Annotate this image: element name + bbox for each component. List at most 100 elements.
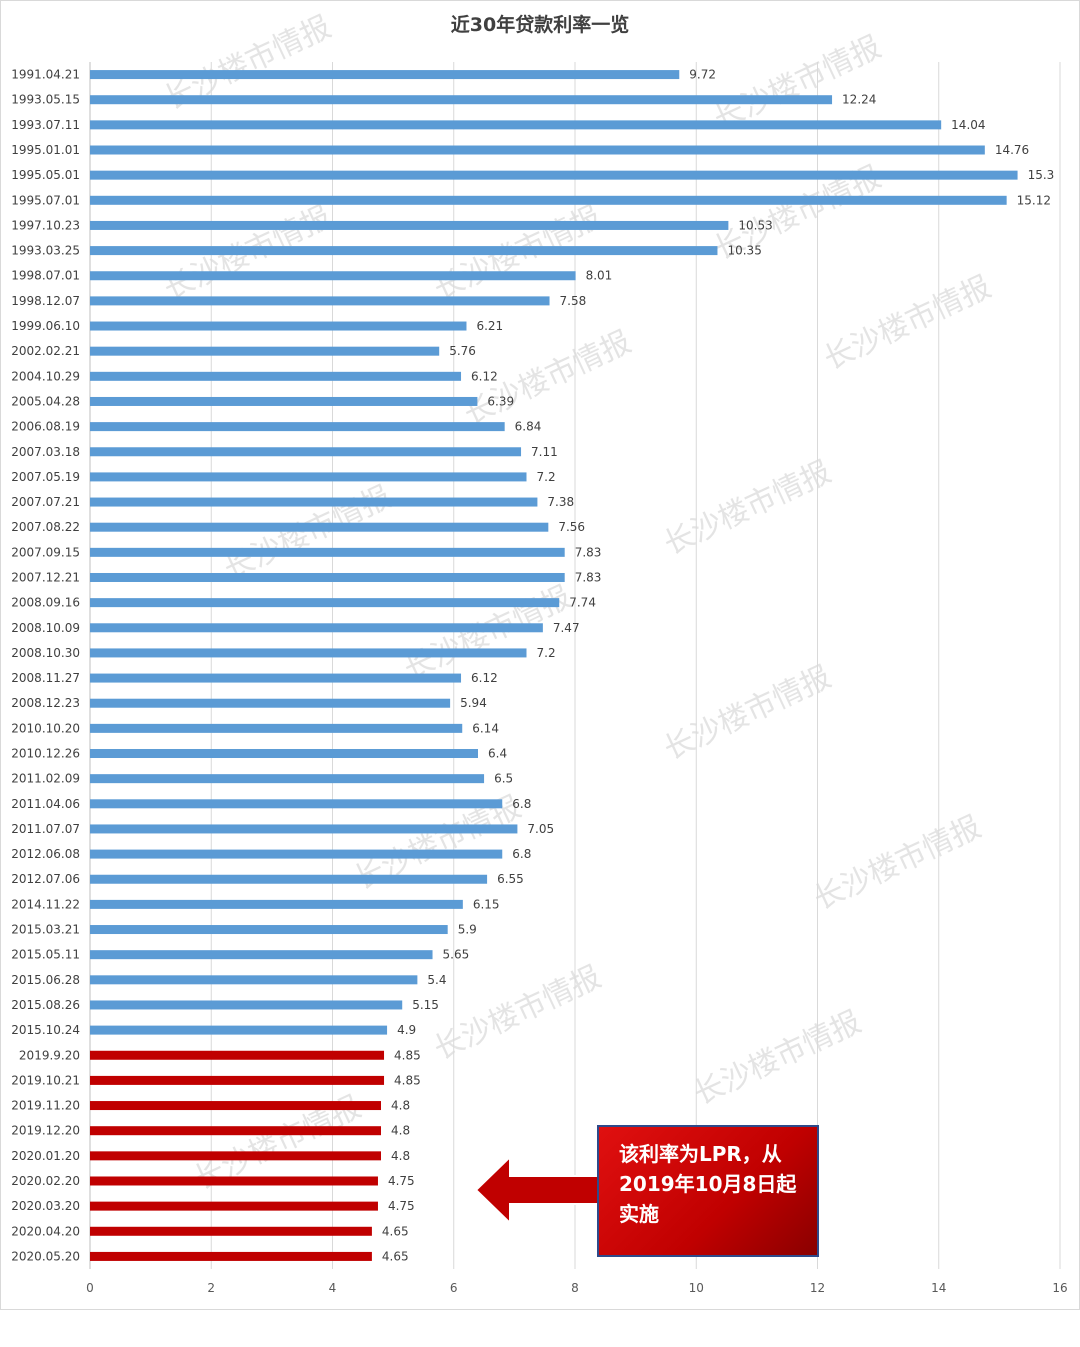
bar [90, 547, 565, 557]
bar [90, 598, 560, 608]
y-tick-label: 2012.07.06 [11, 872, 80, 886]
bar [90, 1101, 381, 1111]
data-label: 7.47 [553, 621, 580, 635]
y-tick-label: 2015.06.28 [11, 973, 80, 987]
x-tick-label: 0 [86, 1281, 94, 1295]
bar [90, 975, 418, 985]
bar [90, 849, 503, 859]
x-tick-label: 12 [810, 1281, 825, 1295]
data-label: 5.15 [412, 998, 439, 1012]
bar [90, 824, 518, 834]
y-tick-label: 2007.07.21 [11, 495, 80, 509]
data-label: 6.12 [471, 671, 498, 685]
y-tick-label: 2014.11.22 [11, 897, 80, 911]
bar [90, 1251, 372, 1261]
chart-title: 近30年贷款利率一览 [450, 14, 630, 36]
data-label: 6.15 [473, 897, 500, 911]
bar [90, 246, 718, 256]
y-tick-label: 2010.10.20 [11, 721, 80, 735]
x-tick-label: 16 [1052, 1281, 1067, 1295]
y-tick-label: 2011.04.06 [11, 797, 80, 811]
data-label: 4.65 [382, 1249, 409, 1263]
data-label: 4.8 [391, 1149, 410, 1163]
bar [90, 774, 485, 784]
bar [90, 572, 565, 582]
data-label: 5.76 [449, 344, 476, 358]
y-tick-label: 2020.05.20 [11, 1249, 80, 1263]
y-tick-label: 2007.03.18 [11, 445, 80, 459]
data-label: 14.04 [951, 118, 985, 132]
watermark-text: 长沙楼市情报 [819, 269, 997, 377]
bar [90, 799, 503, 809]
data-label: 6.39 [487, 394, 514, 408]
data-label: 6.21 [476, 319, 503, 333]
y-tick-label: 2015.05.11 [11, 948, 80, 962]
data-label: 5.65 [443, 948, 470, 962]
data-label: 7.05 [527, 822, 554, 836]
bar [90, 723, 463, 733]
y-tick-label: 2008.11.27 [11, 671, 80, 685]
y-tick-label: 1998.12.07 [11, 294, 80, 308]
bar [90, 1025, 388, 1035]
watermark-text: 长沙楼市情报 [689, 1004, 867, 1112]
data-label: 7.2 [537, 470, 556, 484]
bar [90, 170, 1018, 180]
bar [90, 1201, 378, 1211]
data-label: 6.8 [512, 847, 531, 861]
y-tick-label: 1993.05.15 [11, 93, 80, 107]
data-label: 10.53 [738, 218, 772, 232]
bar [90, 1126, 381, 1136]
bar [90, 648, 527, 658]
data-label: 15.12 [1017, 193, 1051, 207]
y-tick-label: 2019.9.20 [19, 1048, 80, 1062]
bar [90, 271, 576, 281]
data-label: 6.4 [488, 747, 507, 761]
x-tick-label: 6 [450, 1281, 458, 1295]
bar [90, 195, 1007, 205]
bar [90, 698, 451, 708]
bar [90, 497, 538, 507]
y-tick-label: 2019.10.21 [11, 1073, 80, 1087]
data-label: 7.74 [569, 596, 596, 610]
y-tick-label: 2019.12.20 [11, 1124, 80, 1138]
y-tick-label: 2015.10.24 [11, 1023, 80, 1037]
bar [90, 422, 505, 432]
y-tick-label: 2011.07.07 [11, 822, 80, 836]
y-tick-label: 1995.01.01 [11, 143, 80, 157]
bar [90, 749, 478, 759]
watermark-text: 长沙楼市情报 [659, 454, 837, 562]
y-tick-label: 2015.03.21 [11, 923, 80, 937]
data-label: 14.76 [995, 143, 1029, 157]
data-label: 7.58 [560, 294, 587, 308]
y-tick-label: 1993.07.11 [11, 118, 80, 132]
y-tick-label: 2020.03.20 [11, 1199, 80, 1213]
bar [90, 1151, 381, 1161]
x-tick-label: 8 [571, 1281, 579, 1295]
bar [90, 145, 985, 155]
data-label: 6.55 [497, 872, 524, 886]
y-tick-label: 1995.05.01 [11, 168, 80, 182]
y-tick-label: 2008.09.16 [11, 596, 80, 610]
x-tick-label: 10 [689, 1281, 704, 1295]
data-label: 8.01 [586, 269, 613, 283]
bar [90, 220, 729, 230]
y-tick-label: 2006.08.19 [11, 420, 80, 434]
y-tick-label: 1995.07.01 [11, 193, 80, 207]
bar [90, 950, 433, 960]
bar [90, 925, 448, 935]
data-label: 10.35 [727, 244, 761, 258]
bar [90, 296, 550, 306]
data-label: 9.72 [689, 68, 716, 82]
y-tick-label: 2008.10.09 [11, 621, 80, 635]
y-tick-label: 2007.12.21 [11, 570, 80, 584]
y-tick-label: 2007.08.22 [11, 520, 80, 534]
y-tick-label: 2004.10.29 [11, 369, 80, 383]
lpr-callout-text: 该利率为LPR，从 2019年10月8日起 实施 [619, 1142, 797, 1226]
data-label: 6.14 [472, 721, 499, 735]
y-tick-label: 2012.06.08 [11, 847, 80, 861]
data-label: 7.56 [558, 520, 585, 534]
bar [90, 1000, 403, 1010]
lpr-callout-box: 该利率为LPR，从 2019年10月8日起 实施 [597, 1125, 819, 1257]
y-tick-label: 2008.12.23 [11, 696, 80, 710]
bar [90, 95, 833, 105]
